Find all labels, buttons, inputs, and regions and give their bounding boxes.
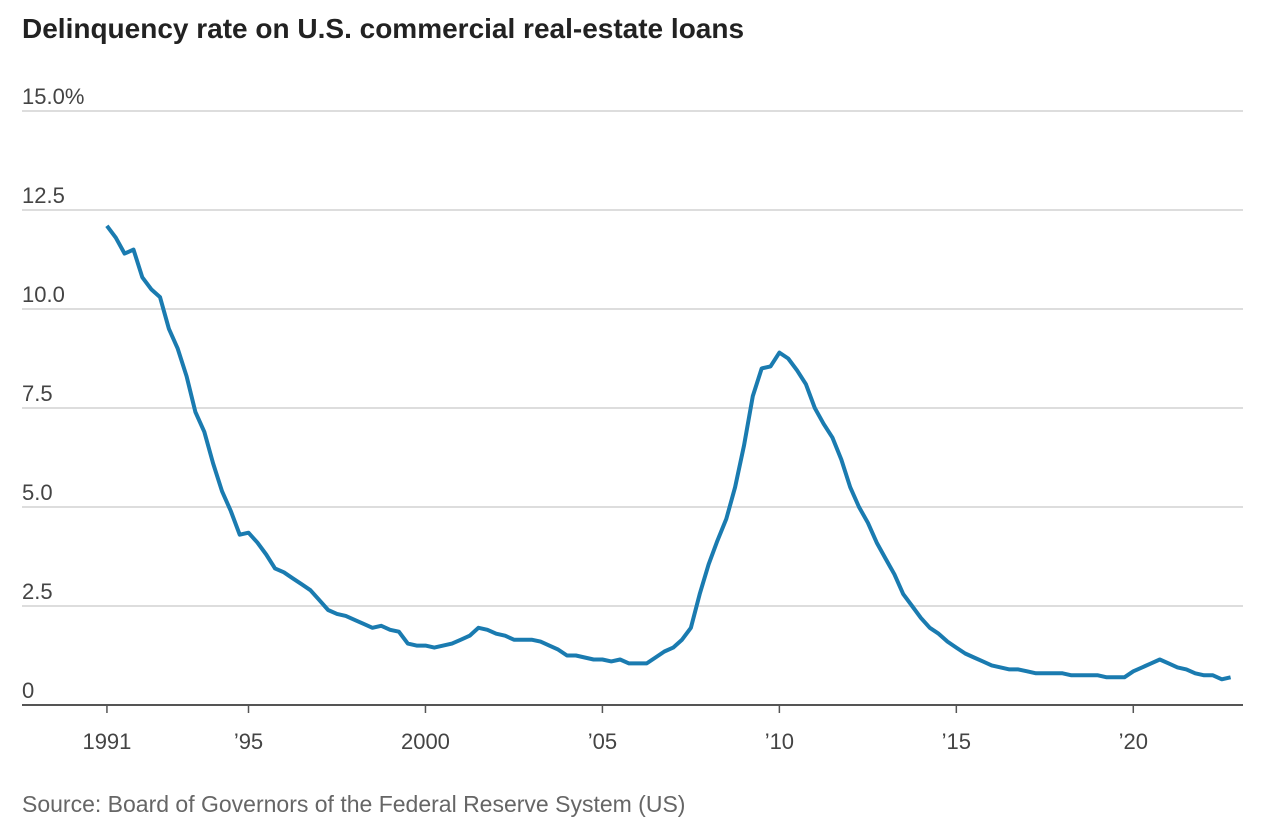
x-tick-label: ’95 [234, 729, 263, 754]
source-note: Source: Board of Governors of the Federa… [22, 791, 685, 817]
y-tick-label: 12.5 [22, 183, 65, 208]
y-tick-label: 0 [22, 678, 34, 703]
x-tick-label: ’05 [588, 729, 617, 754]
y-tick-label: 7.5 [22, 381, 53, 406]
y-tick-label: 5.0 [22, 480, 53, 505]
x-tick-label: ’20 [1119, 729, 1148, 754]
data-line [105, 224, 1232, 682]
x-tick-label: ’15 [942, 729, 971, 754]
x-tick-label: 2000 [401, 729, 450, 754]
y-tick-label: 15.0% [22, 84, 84, 109]
y-tick-label: 10.0 [22, 282, 65, 307]
chart-title: Delinquency rate on U.S. commercial real… [22, 13, 744, 44]
x-tick-label: ’10 [765, 729, 794, 754]
x-tick-label: 1991 [82, 729, 131, 754]
y-tick-label: 2.5 [22, 579, 53, 604]
